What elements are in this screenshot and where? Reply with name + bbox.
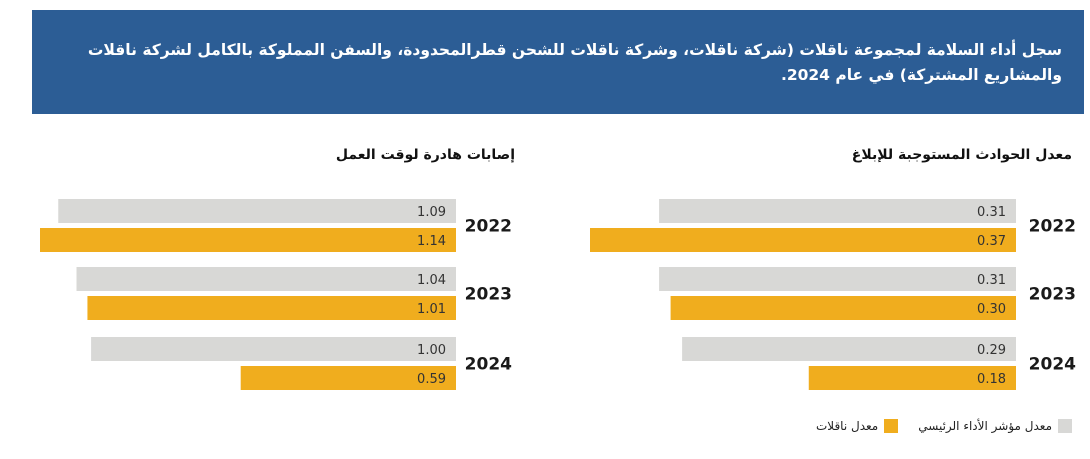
bar-lost-time-2022-kpi bbox=[58, 199, 457, 223]
legend-item-nakilat: معدل ناقلات bbox=[815, 419, 899, 433]
legend-label-kpi: معدل مؤشر الأداء الرئيسي bbox=[918, 419, 1052, 433]
legend: معدل مؤشر الأداء الرئيسي معدل ناقلات bbox=[796, 416, 1072, 436]
bar-lost-time-2024-kpi bbox=[91, 337, 457, 361]
data-label-lost-time-2022-kpi: 1.09 bbox=[417, 205, 446, 220]
bar-lost-time-2023-kpi bbox=[76, 267, 457, 291]
bar-reportable-2023-kpi bbox=[659, 267, 1016, 291]
legend-swatch-kpi bbox=[1058, 419, 1072, 433]
legend-label-nakilat: معدل ناقلات bbox=[815, 419, 879, 433]
bar-reportable-2024-nakilat bbox=[808, 366, 1016, 390]
bar-lost-time-2023-nakilat bbox=[87, 296, 456, 320]
header-title: سجل أداء السلامة لمجموعة ناقلات (شركة نا… bbox=[87, 41, 1062, 84]
bar-lost-time-2022-nakilat bbox=[40, 228, 456, 252]
data-label-lost-time-2023-nakilat: 1.01 bbox=[417, 302, 446, 317]
chart-title-reportable-incidents: معدل الحوادث المستوجبة للإبلاغ bbox=[851, 147, 1072, 163]
data-label-reportable-2022-kpi: 0.31 bbox=[977, 205, 1006, 220]
data-label-lost-time-2022-nakilat: 1.14 bbox=[417, 234, 446, 249]
data-label-lost-time-2023-kpi: 1.04 bbox=[417, 273, 446, 288]
bar-reportable-2024-kpi bbox=[682, 337, 1016, 361]
year-label-reportable-2023: 2023 bbox=[1029, 285, 1076, 305]
data-label-lost-time-2024-kpi: 1.00 bbox=[417, 343, 446, 358]
data-label-reportable-2024-nakilat: 0.18 bbox=[977, 372, 1006, 387]
year-label-reportable-2024: 2024 bbox=[1029, 355, 1076, 375]
header-banner: سجل أداء السلامة لمجموعة ناقلات (شركة نا… bbox=[32, 10, 1084, 114]
data-label-reportable-2023-kpi: 0.31 bbox=[977, 273, 1006, 288]
bar-reportable-2022-nakilat bbox=[590, 228, 1016, 252]
bar-reportable-2023-nakilat bbox=[670, 296, 1016, 320]
bar-reportable-2022-kpi bbox=[659, 199, 1016, 223]
data-label-reportable-2023-nakilat: 0.30 bbox=[977, 302, 1006, 317]
data-label-reportable-2024-kpi: 0.29 bbox=[977, 343, 1006, 358]
year-label-lost-time-2023: 2023 bbox=[465, 285, 512, 305]
data-label-lost-time-2024-nakilat: 0.59 bbox=[417, 372, 446, 387]
chart-title-lost-time-injuries: إصابات هادرة لوقت العمل bbox=[335, 147, 515, 163]
legend-swatch-nakilat bbox=[884, 419, 899, 433]
year-label-reportable-2022: 2022 bbox=[1029, 217, 1076, 237]
data-label-reportable-2022-nakilat: 0.37 bbox=[977, 234, 1006, 249]
year-label-lost-time-2022: 2022 bbox=[465, 217, 512, 237]
legend-item-kpi: معدل مؤشر الأداء الرئيسي bbox=[918, 419, 1072, 433]
year-label-lost-time-2024: 2024 bbox=[465, 355, 512, 375]
bar-lost-time-2024-nakilat bbox=[240, 366, 456, 390]
